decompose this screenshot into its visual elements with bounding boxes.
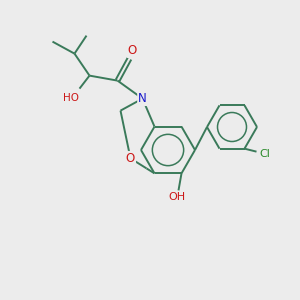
Text: O: O — [128, 44, 137, 57]
Text: O: O — [126, 152, 135, 165]
Text: Cl: Cl — [259, 149, 270, 159]
Text: HO: HO — [64, 93, 80, 103]
Text: OH: OH — [168, 192, 185, 203]
Text: N: N — [138, 92, 147, 105]
